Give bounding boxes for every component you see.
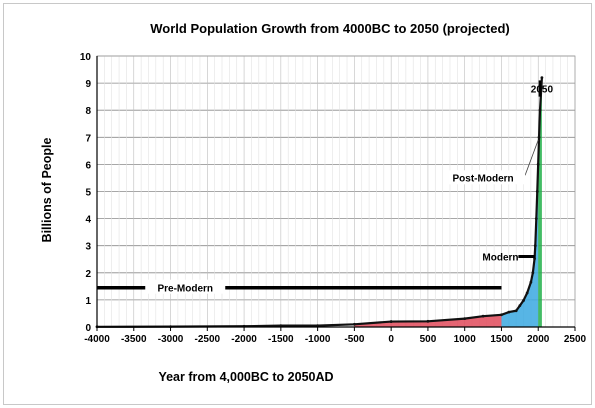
series-layer: [95, 76, 544, 329]
data-point: [481, 314, 485, 318]
data-point: [540, 76, 544, 80]
data-point: [533, 244, 537, 248]
data-point: [352, 322, 356, 326]
tick-labels: -4000 -3500 -3000 -2500 -2000 -1500 -1000 -500 0…: [80, 52, 587, 345]
data-point: [525, 291, 529, 295]
x-tick-label: 0: [388, 334, 394, 345]
annotations: Pre-Modern Modern Post-Modern 2050: [97, 80, 554, 295]
x-tick-label: -1000: [305, 334, 331, 345]
y-tick-label: 0: [85, 323, 91, 334]
y-tick-label: 9: [85, 79, 91, 90]
y-tick-label: 2: [85, 269, 91, 280]
post-modern-label-bg: [445, 170, 526, 185]
chart-title: World Population Growth from 4000BC to 2…: [150, 21, 509, 36]
x-tick-label: -1500: [268, 334, 294, 345]
y-tick-label: 8: [85, 106, 91, 117]
data-point: [426, 319, 430, 323]
data-point: [279, 324, 283, 328]
y-tick-label: 7: [85, 133, 91, 144]
x-axis-label: Year from 4,000BC to 2050AD: [158, 370, 333, 384]
y-axis-label: Billions of People: [40, 138, 54, 243]
x-tick-label: -2000: [231, 334, 257, 345]
population-line: [96, 77, 544, 328]
y-tick-label: 4: [85, 215, 91, 226]
x-tick-label: -3500: [121, 334, 147, 345]
pre-modern-label: Pre-Modern: [157, 284, 213, 295]
x-tick-label: 2500: [564, 334, 587, 345]
data-point: [507, 310, 511, 314]
x-tick-label: 1000: [454, 334, 477, 345]
x-tick-label: 1500: [490, 334, 513, 345]
data-point: [538, 108, 542, 112]
era-area-modern: [501, 162, 539, 327]
post-modern-label: Post-Modern: [453, 173, 514, 184]
x-tick-label: -3000: [158, 334, 184, 345]
y-tick-label: 5: [85, 188, 91, 199]
data-point: [531, 271, 535, 275]
data-point: [316, 324, 320, 328]
x-tick-label: 2000: [527, 334, 550, 345]
era-area-pre-modern: [354, 314, 502, 327]
x-tick-label: -4000: [84, 334, 110, 345]
y-tick-label: 6: [85, 160, 91, 171]
data-point: [389, 320, 393, 323]
data-point: [514, 309, 518, 313]
y-tick-label: 3: [85, 242, 91, 253]
gridlines: [96, 55, 576, 328]
post-modern-pointer: [524, 139, 539, 176]
x-tick-label: -500: [344, 334, 364, 345]
axes: [96, 56, 576, 331]
x-tick-label: 500: [420, 334, 437, 345]
era-areas: [354, 77, 542, 328]
data-point: [536, 163, 540, 166]
data-point: [500, 313, 503, 317]
data-point: [522, 299, 525, 302]
data-point: [529, 280, 533, 284]
y-tick-label: 1: [85, 296, 91, 307]
pre-modern-label-bg: [145, 279, 226, 294]
data-point: [518, 304, 522, 307]
modern-label: Modern: [482, 253, 518, 264]
data-point: [537, 135, 541, 139]
year-2050-label: 2050: [531, 85, 554, 96]
data-point: [535, 190, 539, 193]
data-point: [463, 317, 467, 320]
data-point: [534, 217, 538, 221]
y-tick-label: 10: [80, 52, 92, 63]
x-tick-label: -2500: [195, 334, 221, 345]
